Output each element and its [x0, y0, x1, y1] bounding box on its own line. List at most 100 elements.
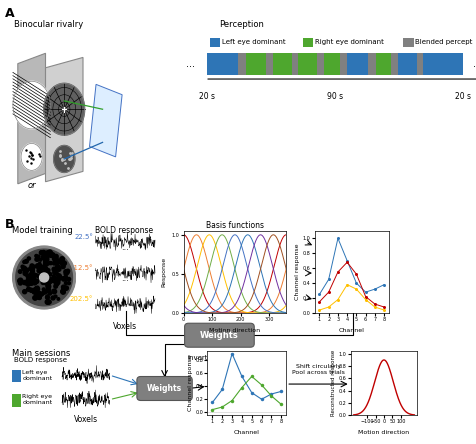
Y-axis label: Reconstructed response: Reconstructed response — [330, 350, 335, 416]
Text: ...: ... — [121, 274, 129, 283]
Point — [33, 256, 40, 263]
Text: 22.5°: 22.5° — [74, 234, 93, 240]
Point — [52, 253, 60, 260]
Text: Invert: Invert — [188, 354, 208, 361]
Point — [33, 278, 40, 285]
FancyBboxPatch shape — [137, 377, 192, 400]
Point — [51, 269, 59, 276]
Point — [56, 273, 63, 280]
Point — [63, 269, 70, 276]
Point — [44, 283, 51, 290]
FancyBboxPatch shape — [207, 53, 238, 75]
Point — [50, 266, 58, 273]
Point — [30, 274, 38, 281]
FancyBboxPatch shape — [209, 38, 220, 47]
Y-axis label: Response: Response — [161, 257, 166, 287]
Point — [40, 279, 47, 286]
Point — [25, 278, 33, 285]
FancyBboxPatch shape — [12, 394, 20, 407]
Point — [35, 273, 42, 280]
Point — [51, 253, 59, 260]
Point — [62, 268, 69, 275]
Point — [37, 269, 44, 276]
Point — [27, 280, 34, 287]
Point — [44, 266, 52, 274]
Point — [42, 278, 50, 285]
Point — [55, 258, 62, 265]
Point — [41, 254, 49, 261]
Point — [27, 265, 34, 272]
Circle shape — [40, 273, 49, 282]
FancyBboxPatch shape — [317, 53, 323, 75]
Point — [24, 281, 32, 288]
Polygon shape — [18, 53, 45, 184]
Point — [27, 277, 34, 284]
Point — [31, 294, 39, 301]
Point — [38, 264, 46, 271]
Text: 202.5°: 202.5° — [69, 296, 93, 302]
Point — [16, 268, 24, 275]
Point — [36, 262, 43, 269]
FancyBboxPatch shape — [402, 38, 413, 47]
Polygon shape — [89, 84, 122, 157]
FancyBboxPatch shape — [298, 53, 317, 75]
Point — [30, 272, 38, 279]
Point — [40, 289, 48, 296]
Point — [32, 285, 40, 292]
Point — [45, 279, 52, 286]
Polygon shape — [21, 143, 42, 170]
Point — [30, 288, 38, 295]
Point — [24, 279, 31, 286]
FancyBboxPatch shape — [272, 53, 291, 75]
Point — [60, 275, 68, 282]
Point — [42, 265, 50, 272]
Point — [21, 269, 29, 276]
Point — [33, 292, 40, 299]
Point — [50, 288, 58, 295]
Point — [59, 263, 67, 270]
Point — [25, 273, 32, 280]
Point — [21, 288, 29, 295]
Point — [62, 280, 69, 287]
Point — [45, 283, 52, 290]
Point — [28, 280, 35, 287]
Point — [45, 279, 53, 286]
Point — [43, 270, 50, 277]
Polygon shape — [16, 249, 72, 306]
Polygon shape — [45, 57, 83, 182]
Text: Right eye
dominant: Right eye dominant — [22, 394, 52, 405]
FancyBboxPatch shape — [323, 53, 339, 75]
Point — [54, 278, 62, 285]
Text: Shift circularly
Pool across trials: Shift circularly Pool across trials — [292, 365, 344, 375]
FancyBboxPatch shape — [245, 53, 266, 75]
Point — [40, 286, 48, 293]
Point — [34, 293, 41, 301]
Point — [31, 285, 39, 293]
Text: Right eye dominant: Right eye dominant — [314, 39, 383, 45]
Point — [20, 265, 28, 272]
Point — [54, 258, 61, 266]
Point — [26, 273, 34, 280]
Point — [41, 260, 49, 267]
Point — [27, 287, 35, 294]
Point — [42, 250, 50, 257]
Point — [37, 249, 45, 256]
Point — [32, 278, 40, 285]
Point — [40, 250, 48, 258]
Point — [40, 249, 47, 256]
Point — [32, 272, 40, 279]
Point — [34, 285, 41, 293]
Point — [27, 273, 34, 280]
Text: 20 s: 20 s — [199, 92, 215, 101]
Point — [37, 256, 44, 263]
Text: Weights: Weights — [199, 331, 238, 340]
Y-axis label: Channel response: Channel response — [295, 244, 299, 300]
Point — [54, 295, 62, 302]
Point — [24, 276, 31, 283]
Point — [25, 278, 32, 285]
Point — [46, 277, 54, 284]
Point — [36, 260, 43, 267]
Point — [40, 254, 47, 261]
Point — [35, 289, 42, 296]
FancyBboxPatch shape — [367, 53, 375, 75]
